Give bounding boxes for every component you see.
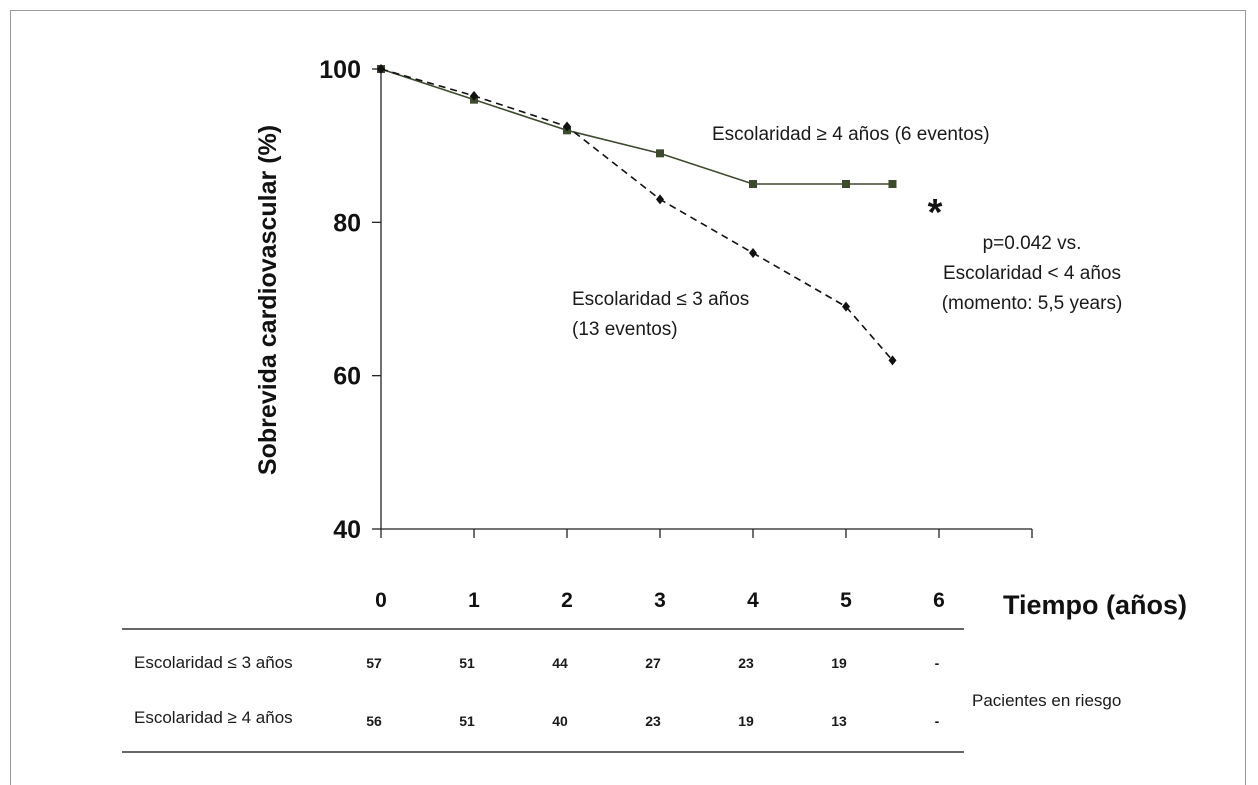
marker-square <box>842 180 850 188</box>
risk-value: 23 <box>738 655 754 671</box>
y-tick-label: 40 <box>333 516 361 544</box>
risk-value: 19 <box>831 655 847 671</box>
risk-values: 57 51 44 27 23 19 - 56 51 40 23 19 13 - <box>366 655 939 729</box>
series-solid-label: Escolaridad ≥ 4 años (6 eventos) <box>712 124 990 145</box>
risk-value: 57 <box>366 655 382 671</box>
x-tick-label: 2 <box>561 589 573 612</box>
risk-table-caption: Pacientes en riesgo <box>972 691 1121 710</box>
marker-diamond <box>563 121 571 132</box>
x-tick-label: 1 <box>468 589 480 612</box>
marker-diamond <box>749 248 757 258</box>
marker-square <box>888 180 897 188</box>
y-axis-label: Sobrevida cardiovascular (%) <box>254 125 282 475</box>
risk-value: 19 <box>738 713 754 729</box>
risk-value: 40 <box>552 713 568 729</box>
risk-value: 44 <box>552 655 568 671</box>
y-tick-label: 100 <box>319 56 361 84</box>
risk-value: 51 <box>459 713 475 729</box>
risk-row-label-1: Escolaridad ≤ 3 años <box>134 653 293 672</box>
significance-star: * <box>928 192 943 234</box>
marker-diamond <box>470 90 478 101</box>
pvalue-line-1: p=0.042 vs. <box>983 233 1082 254</box>
pvalue-line-2: Escolaridad < 4 años <box>943 263 1121 284</box>
x-tick-label: 3 <box>654 589 666 612</box>
x-tick-label: 6 <box>933 589 945 612</box>
risk-value: 51 <box>459 655 475 671</box>
risk-row-label-2: Escolaridad ≥ 4 años <box>134 708 293 727</box>
marker-square <box>656 149 664 158</box>
figure-frame <box>10 10 1246 785</box>
labels-layer: Sobrevida cardiovascular (%) Tiempo (año… <box>254 124 1187 620</box>
marker-diamond <box>842 301 850 312</box>
x-tick-label: 4 <box>747 589 759 612</box>
risk-value: 23 <box>645 713 661 729</box>
risk-value: 27 <box>645 655 661 671</box>
x-tick-labels: 0 1 2 3 4 5 6 <box>375 589 945 612</box>
marker-diamond <box>377 64 385 74</box>
pvalue-line-3: (momento: 5,5 years) <box>942 293 1123 314</box>
marker-square <box>749 180 757 188</box>
y-tick-label: 60 <box>333 363 361 391</box>
series-layer <box>377 64 897 366</box>
risk-value: - <box>935 655 940 671</box>
risk-table: Escolaridad ≤ 3 años Escolaridad ≥ 4 año… <box>122 628 1121 753</box>
risk-value: 56 <box>366 713 382 729</box>
risk-value: 13 <box>831 713 847 729</box>
marker-diamond <box>656 194 664 205</box>
series-dashed-label-line2: (13 eventos) <box>572 319 678 340</box>
series-line-dashed <box>380 68 894 361</box>
axes <box>380 67 1033 538</box>
x-tick-label: 5 <box>840 589 852 612</box>
x-tick-label: 0 <box>375 589 387 612</box>
x-axis-label: Tiempo (años) <box>1003 590 1187 620</box>
risk-value: - <box>935 713 940 729</box>
y-ticks: 100 80 60 40 <box>319 56 381 544</box>
series-dashed-label-line1: Escolaridad ≤ 3 años <box>572 289 749 310</box>
marker-diamond <box>888 355 897 366</box>
y-tick-label: 80 <box>333 209 361 237</box>
